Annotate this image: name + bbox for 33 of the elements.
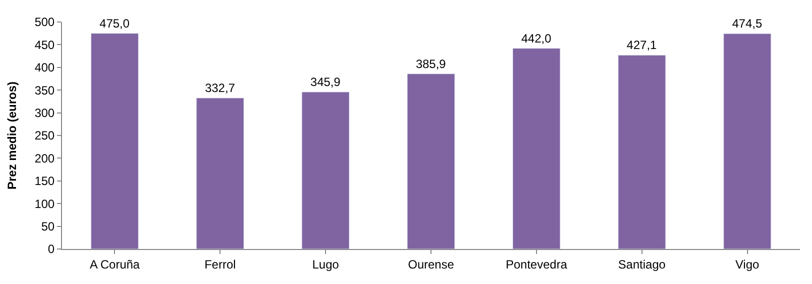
- data-label: 385,9: [416, 56, 446, 71]
- y-tick-label: 150: [34, 174, 55, 188]
- y-tick-label: 500: [34, 15, 55, 30]
- bar: [618, 54, 666, 249]
- y-tick-label: 50: [41, 220, 55, 234]
- y-tick-label: 200: [34, 151, 55, 166]
- bar: [723, 33, 772, 249]
- bar: [302, 92, 350, 249]
- y-tick-label: 100: [34, 196, 55, 211]
- bar: [512, 48, 560, 249]
- x-tick-label: Santiago: [618, 257, 666, 272]
- data-label: 332,7: [204, 80, 236, 95]
- data-label: 474,5: [732, 16, 762, 31]
- y-tick-label: 300: [34, 106, 55, 120]
- x-tick-label: Pontevedra: [506, 257, 568, 272]
- y-tick-label: 250: [34, 128, 55, 143]
- data-label: 345,9: [310, 74, 341, 89]
- data-label: 442,0: [521, 31, 552, 46]
- x-tick-label: Ferrol: [204, 257, 236, 272]
- y-tick-label: 450: [34, 38, 55, 52]
- x-tick-label: Vigo: [735, 257, 760, 272]
- data-label: 427,1: [626, 38, 658, 52]
- y-axis-title: Prez medio (euros): [4, 81, 19, 190]
- y-tick-label: 350: [34, 83, 55, 98]
- bar: [90, 33, 139, 249]
- y-tick-label: 0: [48, 242, 55, 256]
- x-tick-label: A Coruña: [90, 257, 140, 272]
- x-tick-label: Lugo: [312, 257, 340, 272]
- x-tick-label: Ourense: [408, 257, 454, 272]
- bar: [407, 74, 455, 249]
- bar: [196, 98, 244, 249]
- y-tick-label: 400: [34, 60, 55, 75]
- data-label: 475,0: [100, 16, 130, 30]
